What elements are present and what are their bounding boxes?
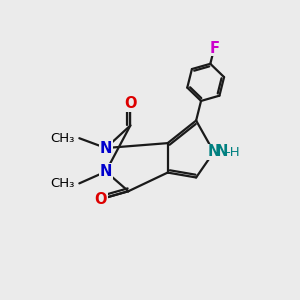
Text: N: N	[215, 145, 228, 160]
Text: O: O	[95, 192, 107, 207]
Text: N: N	[100, 164, 112, 179]
Text: -H: -H	[225, 146, 240, 159]
Text: N: N	[208, 145, 220, 160]
Text: CH₃: CH₃	[50, 177, 75, 190]
Text: CH₃: CH₃	[50, 132, 75, 145]
Text: N: N	[100, 140, 112, 155]
Text: O: O	[124, 96, 136, 111]
Text: F: F	[209, 40, 219, 56]
